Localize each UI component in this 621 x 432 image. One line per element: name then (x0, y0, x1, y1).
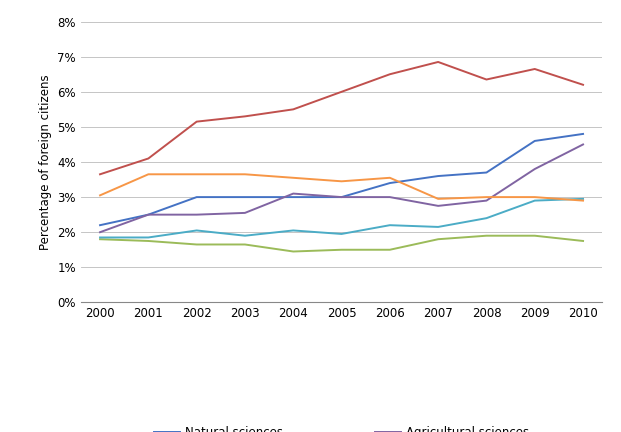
Engineering and technology (386, 72, 394, 77)
Natural sciences (241, 194, 248, 200)
Social sciences (579, 196, 587, 201)
Social sciences (96, 235, 104, 240)
Humanities (96, 193, 104, 198)
Medical and health sciences (483, 233, 490, 238)
Engineering and technology (435, 59, 442, 64)
Engineering and technology (241, 114, 248, 119)
Agricultural sciences (241, 210, 248, 216)
Engineering and technology (289, 107, 297, 112)
Social sciences (289, 228, 297, 233)
Agricultural sciences (483, 198, 490, 203)
Agricultural sciences (338, 194, 345, 200)
Natural sciences (531, 138, 538, 143)
Social sciences (483, 216, 490, 221)
Humanities (483, 194, 490, 200)
Natural sciences (289, 194, 297, 200)
Natural sciences (386, 181, 394, 186)
Social sciences (241, 233, 248, 238)
Agricultural sciences (96, 230, 104, 235)
Humanities (338, 179, 345, 184)
Social sciences (338, 232, 345, 237)
Natural sciences (193, 194, 201, 200)
Medical and health sciences (193, 242, 201, 247)
Natural sciences (338, 194, 345, 200)
Natural sciences (579, 131, 587, 137)
Engineering and technology (579, 82, 587, 87)
Engineering and technology (193, 119, 201, 124)
Medical and health sciences (241, 242, 248, 247)
Agricultural sciences (193, 212, 201, 217)
Line: Engineering and technology: Engineering and technology (100, 62, 583, 174)
Social sciences (435, 224, 442, 229)
Natural sciences (435, 174, 442, 179)
Humanities (193, 172, 201, 177)
Social sciences (386, 222, 394, 228)
Agricultural sciences (579, 142, 587, 147)
Medical and health sciences (435, 237, 442, 242)
Humanities (241, 172, 248, 177)
Agricultural sciences (145, 212, 152, 217)
Medical and health sciences (338, 247, 345, 252)
Y-axis label: Percentage of foreign citizens: Percentage of foreign citizens (39, 74, 52, 250)
Social sciences (145, 235, 152, 240)
Medical and health sciences (579, 238, 587, 244)
Engineering and technology (531, 67, 538, 72)
Social sciences (531, 198, 538, 203)
Legend: Natural sciences, Engineering and technology, Medical and health sciences, Agric: Natural sciences, Engineering and techno… (154, 426, 529, 432)
Humanities (145, 172, 152, 177)
Line: Agricultural sciences: Agricultural sciences (100, 144, 583, 232)
Natural sciences (96, 222, 104, 228)
Social sciences (193, 228, 201, 233)
Line: Humanities: Humanities (100, 174, 583, 200)
Medical and health sciences (289, 249, 297, 254)
Humanities (435, 196, 442, 201)
Agricultural sciences (289, 191, 297, 196)
Agricultural sciences (531, 166, 538, 172)
Engineering and technology (145, 156, 152, 161)
Humanities (386, 175, 394, 181)
Line: Social sciences: Social sciences (100, 199, 583, 238)
Medical and health sciences (386, 247, 394, 252)
Medical and health sciences (145, 238, 152, 244)
Humanities (531, 194, 538, 200)
Natural sciences (483, 170, 490, 175)
Line: Medical and health sciences: Medical and health sciences (100, 236, 583, 251)
Humanities (289, 175, 297, 181)
Engineering and technology (483, 77, 490, 82)
Engineering and technology (96, 172, 104, 177)
Medical and health sciences (531, 233, 538, 238)
Agricultural sciences (386, 194, 394, 200)
Agricultural sciences (435, 203, 442, 209)
Natural sciences (145, 212, 152, 217)
Medical and health sciences (96, 237, 104, 242)
Line: Natural sciences: Natural sciences (100, 134, 583, 225)
Humanities (579, 198, 587, 203)
Engineering and technology (338, 89, 345, 95)
